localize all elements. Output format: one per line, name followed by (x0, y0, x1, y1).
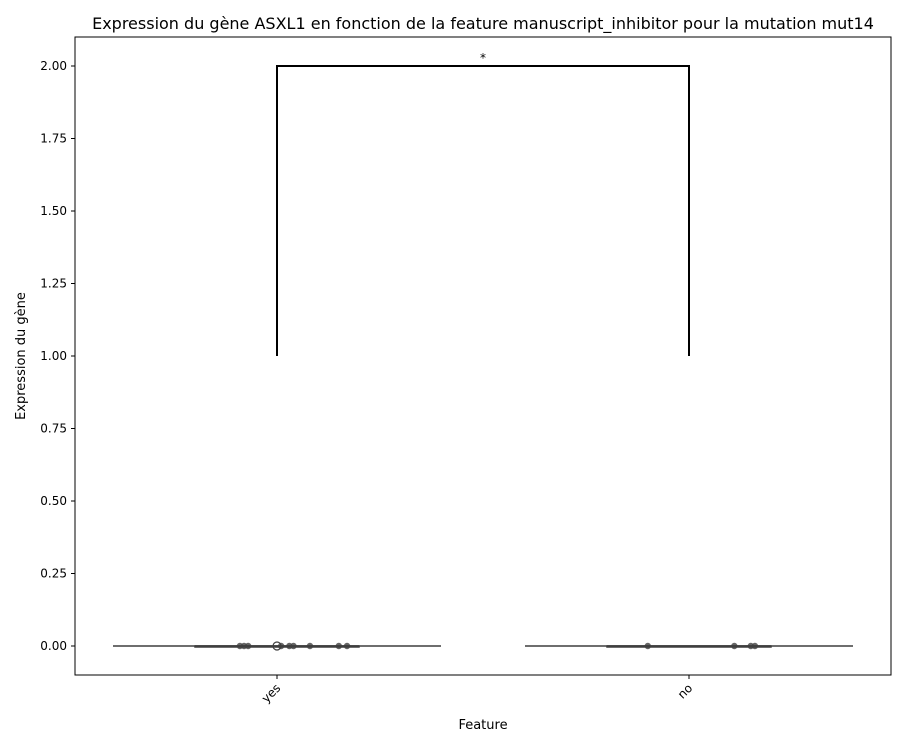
x-tick-label: no (675, 681, 695, 701)
plot-area-frame (74, 36, 892, 676)
significance-bracket-line (276, 65, 690, 356)
data-point-yes (335, 642, 342, 650)
data-point-yes (290, 642, 297, 650)
significance-bracket: * (276, 51, 690, 356)
data-point-no (751, 642, 759, 650)
data-point-yes (244, 642, 252, 650)
x-axis: yes no (259, 675, 695, 706)
y-tick-label: 0.50 (40, 494, 67, 508)
y-tick-label: 1.00 (40, 349, 67, 363)
chart-title: Expression du gène ASXL1 en fonction de … (92, 14, 874, 34)
y-axis: 0.00 0.25 0.50 0.75 1.00 1.25 1.50 1.75 2.00 (40, 59, 75, 653)
data-point-no (731, 642, 738, 650)
data-point-yes (343, 642, 351, 650)
y-tick-label: 0.25 (40, 567, 67, 581)
y-tick-label: 0.75 (40, 422, 67, 436)
data-point-yes (306, 642, 314, 650)
boxes-layer (113, 641, 853, 651)
data-point-yes (277, 642, 285, 650)
y-tick-label: 1.50 (40, 204, 67, 218)
x-tick-label: yes (259, 681, 284, 706)
significance-label: * (480, 51, 486, 65)
points-layer (236, 642, 759, 650)
data-point-no (644, 642, 651, 650)
y-axis-title: Expression du gène (14, 292, 29, 420)
y-tick-label: 1.25 (40, 277, 67, 291)
y-tick-label: 0.00 (40, 639, 67, 653)
x-axis-title: Feature (458, 718, 507, 733)
y-tick-label: 2.00 (40, 59, 67, 73)
y-tick-label: 1.75 (40, 132, 67, 146)
